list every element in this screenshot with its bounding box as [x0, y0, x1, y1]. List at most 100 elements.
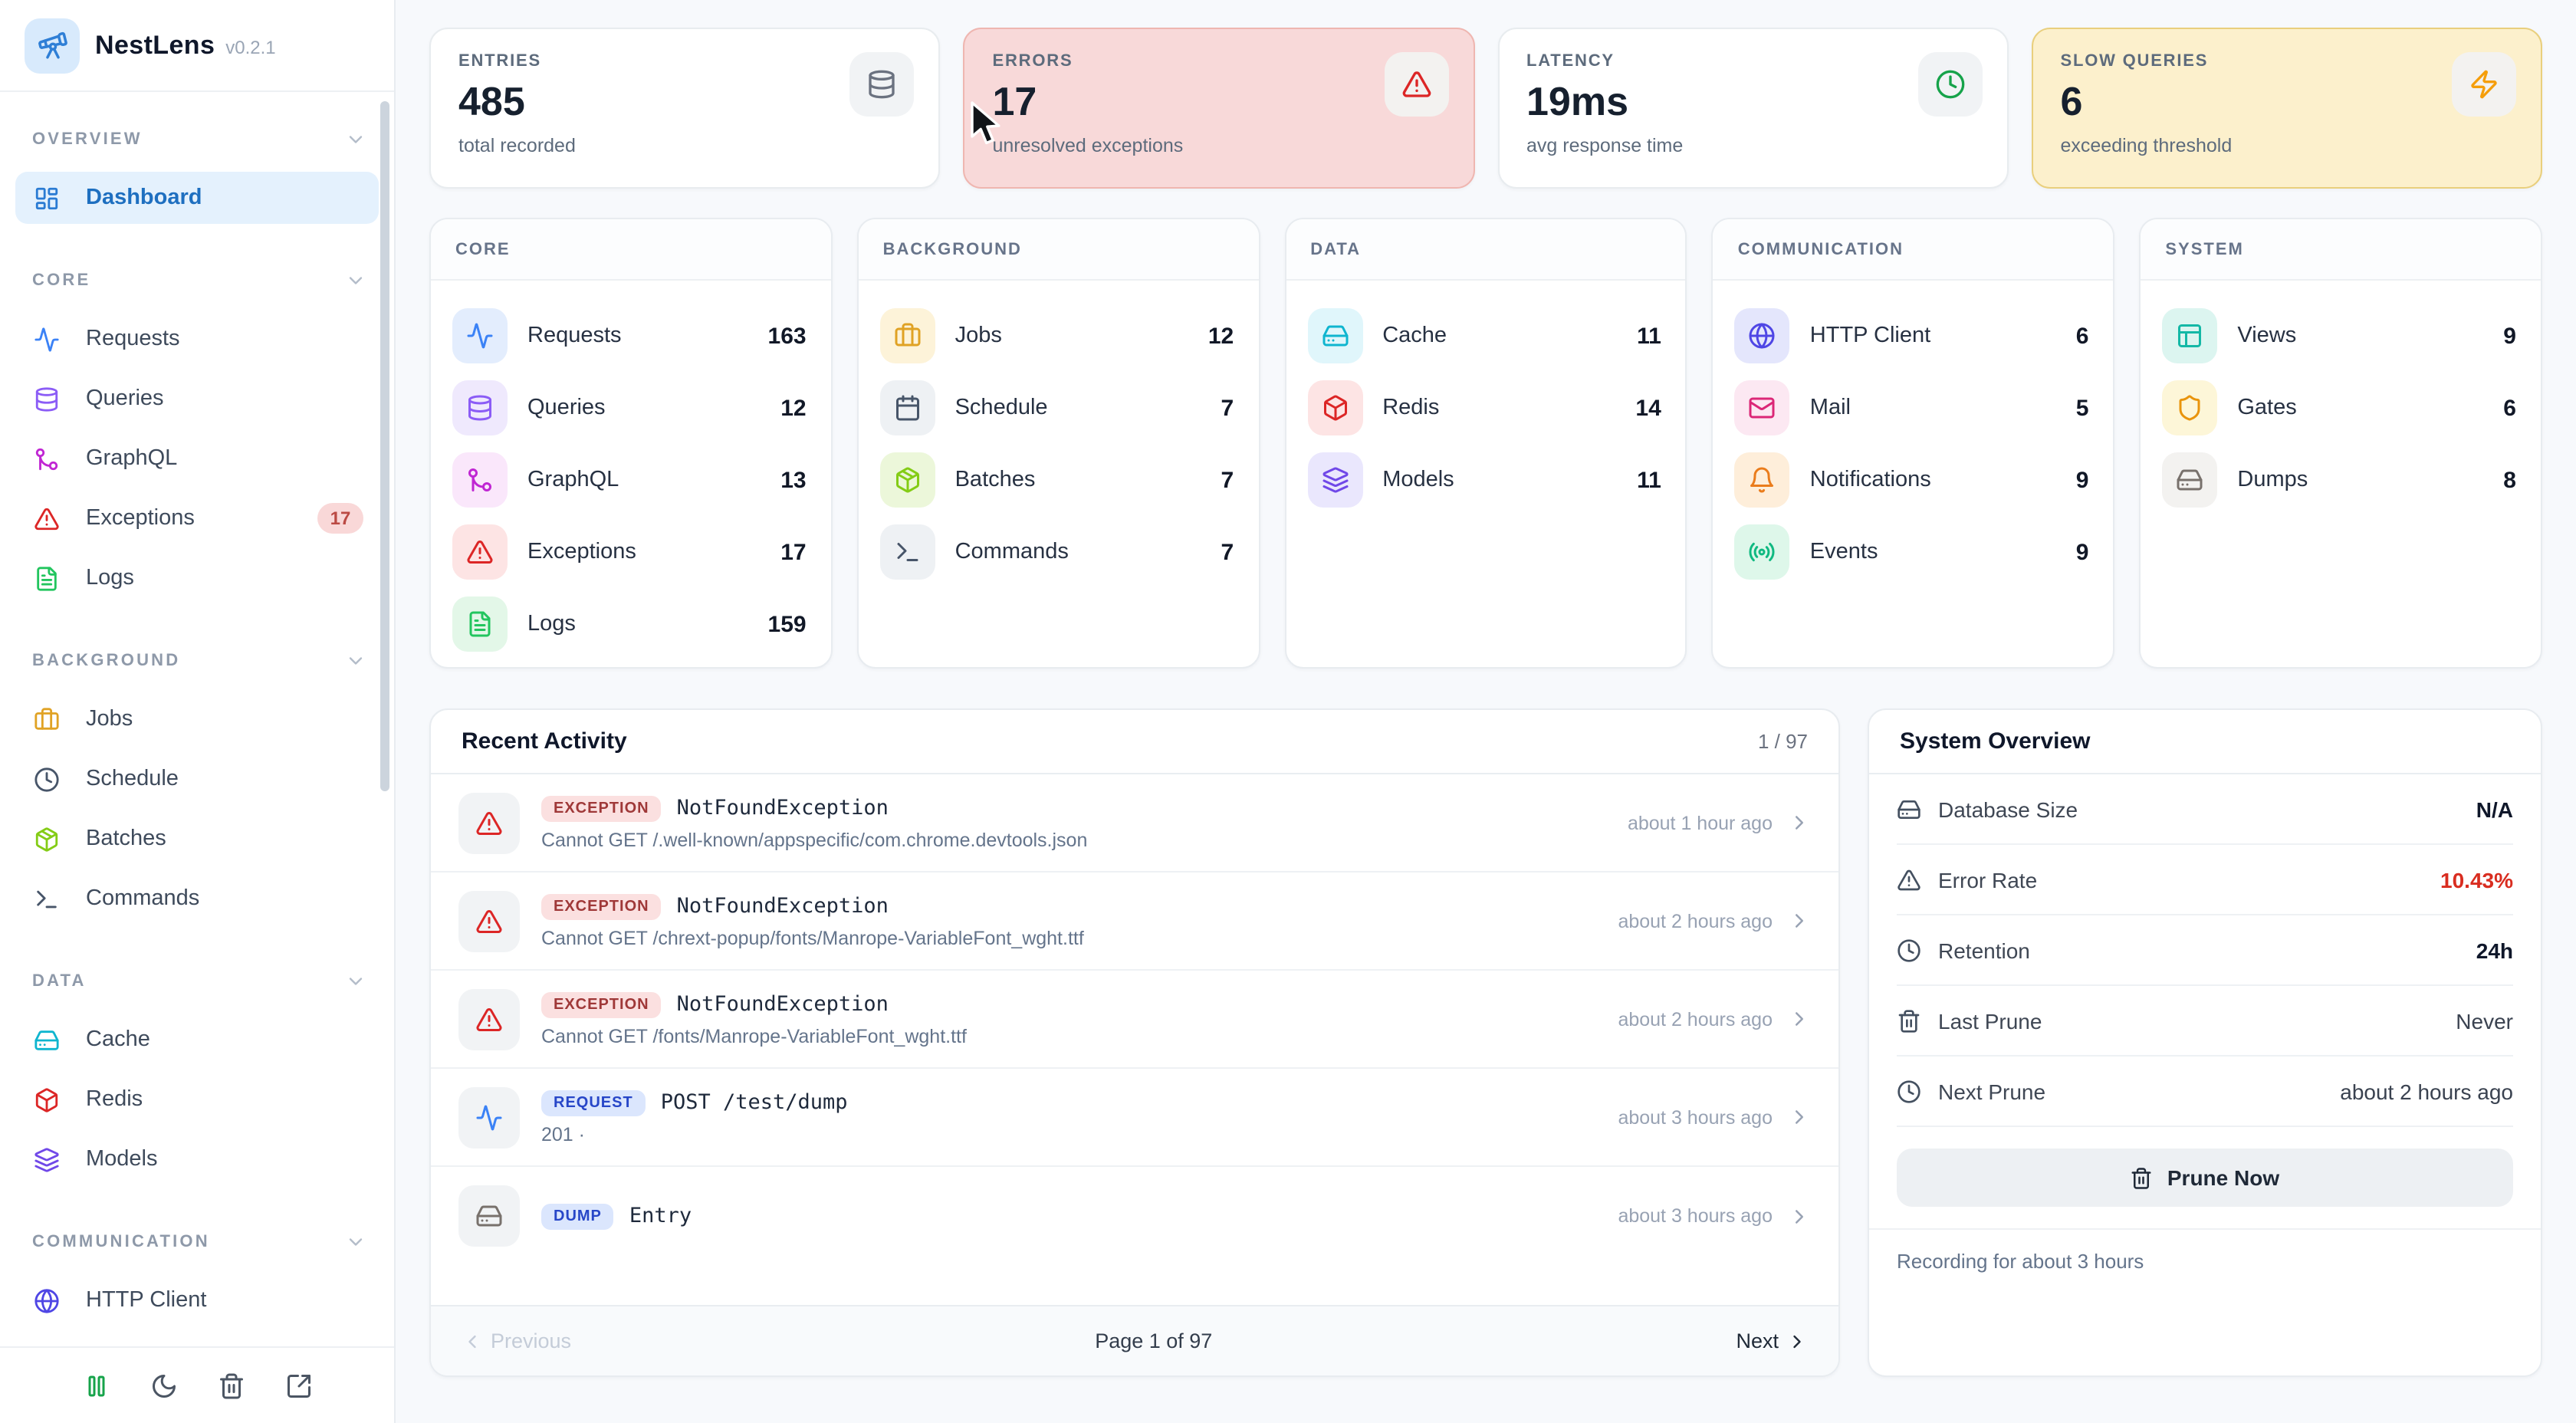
category-item-schedule[interactable]: Schedule 7 — [879, 377, 1237, 439]
sidebar-item-http-client[interactable]: HTTP Client — [15, 1274, 379, 1326]
overview-row-database-size: Database Size N/A — [1897, 774, 2513, 845]
category-item-batches[interactable]: Batches 7 — [879, 449, 1237, 511]
chevron-down-icon — [345, 270, 366, 291]
globe-icon — [1734, 308, 1790, 363]
sidebar-item-graphql[interactable]: GraphQL — [15, 432, 379, 485]
database-icon — [32, 386, 60, 412]
briefcase-icon — [879, 308, 935, 363]
chevron-down-icon — [345, 1231, 366, 1253]
activity-row-dump[interactable]: DUMP Entry about 3 hours ago — [431, 1167, 1838, 1265]
sidebar-item-batches[interactable]: Batches — [15, 813, 379, 865]
trash-icon — [1897, 1008, 1921, 1033]
sidebar-item-redis[interactable]: Redis — [15, 1073, 379, 1126]
last-prune-value: Never — [2456, 1008, 2513, 1033]
moon-icon[interactable] — [150, 1372, 177, 1399]
sidebar-item-jobs[interactable]: Jobs — [15, 693, 379, 745]
category-item-cache[interactable]: Cache 11 — [1307, 305, 1664, 366]
activity-row-request[interactable]: REQUEST POST /test/dump 201 · about 3 ho… — [431, 1069, 1838, 1167]
category-item-events[interactable]: Events 9 — [1734, 521, 2092, 583]
graph-icon — [32, 445, 60, 472]
entry-type-badge: DUMP — [541, 1203, 614, 1229]
entry-title: NotFoundException — [676, 894, 889, 919]
box-icon — [32, 1086, 60, 1112]
trash-icon[interactable] — [217, 1372, 245, 1399]
category-item-jobs[interactable]: Jobs 12 — [879, 305, 1237, 366]
activity-row-exception-3[interactable]: EXCEPTION NotFoundException Cannot GET /… — [431, 971, 1838, 1069]
globe-icon — [32, 1287, 60, 1313]
category-item-queries[interactable]: Queries 12 — [452, 377, 810, 439]
prune-now-button[interactable]: Prune Now — [1897, 1149, 2513, 1207]
sidebar-scrollbar[interactable] — [380, 101, 389, 791]
category-title: BACKGROUND — [882, 240, 1022, 258]
stat-card-entries[interactable]: ENTRIES 485 total recorded — [429, 28, 941, 189]
alert-triangle-icon — [32, 505, 60, 531]
database-icon — [849, 52, 915, 117]
entry-type-badge: EXCEPTION — [541, 991, 662, 1017]
package-icon — [32, 826, 60, 852]
next-page-button[interactable]: Next — [1736, 1329, 1808, 1352]
category-item-redis[interactable]: Redis 14 — [1307, 377, 1664, 439]
hard-drive-icon — [1307, 308, 1363, 363]
telescope-logo-icon — [25, 18, 80, 73]
category-item-notifications[interactable]: Notifications 9 — [1734, 449, 2092, 511]
sidebar-item-logs[interactable]: Logs — [15, 552, 379, 604]
category-item-views[interactable]: Views 9 — [2162, 305, 2519, 366]
sidebar-item-schedule[interactable]: Schedule — [15, 753, 379, 805]
chevron-left-icon — [462, 1330, 483, 1352]
stat-card-errors[interactable]: ERRORS 17 unresolved exceptions — [963, 28, 1474, 189]
nav-heading-communication[interactable]: COMMUNICATION — [15, 1222, 379, 1262]
stats-row: ENTRIES 485 total recorded ERRORS 17 unr… — [429, 28, 2542, 189]
category-item-mail[interactable]: Mail 5 — [1734, 377, 2092, 439]
stat-card-slow-queries[interactable]: SLOW QUERIES 6 exceeding threshold — [2031, 28, 2542, 189]
category-item-dumps[interactable]: Dumps 8 — [2162, 449, 2519, 511]
file-text-icon — [32, 565, 60, 591]
nav-heading-core[interactable]: CORE — [15, 261, 379, 301]
external-link-icon[interactable] — [284, 1372, 312, 1399]
previous-page-button[interactable]: Previous — [462, 1329, 571, 1352]
overview-row-last-prune: Last Prune Never — [1897, 986, 2513, 1057]
activity-row-exception-1[interactable]: EXCEPTION NotFoundException Cannot GET /… — [431, 774, 1838, 873]
clock-icon — [32, 766, 60, 792]
category-item-gates[interactable]: Gates 6 — [2162, 377, 2519, 439]
sidebar-item-models[interactable]: Models — [15, 1133, 379, 1185]
sidebar-item-queries[interactable]: Queries — [15, 373, 379, 425]
category-item-http-client[interactable]: HTTP Client 6 — [1734, 305, 2092, 366]
recent-activity-panel: Recent Activity 1 / 97 EXCEPTION NotFoun… — [429, 708, 1840, 1377]
nav-heading-data[interactable]: DATA — [15, 961, 379, 1001]
entry-title: NotFoundException — [676, 796, 889, 820]
alert-triangle-icon — [458, 792, 520, 853]
category-item-logs[interactable]: Logs 159 — [452, 593, 810, 655]
sidebar: NestLens v0.2.1 OVERVIEW Dashboard CORE — [0, 0, 396, 1423]
sidebar-item-cache[interactable]: Cache — [15, 1014, 379, 1066]
layers-icon — [32, 1146, 60, 1172]
pause-recording-icon[interactable] — [82, 1372, 110, 1399]
sidebar-item-requests[interactable]: Requests — [15, 313, 379, 365]
layers-icon — [1307, 452, 1363, 508]
sidebar-item-commands[interactable]: Commands — [15, 873, 379, 925]
activity-row-exception-2[interactable]: EXCEPTION NotFoundException Cannot GET /… — [431, 873, 1838, 971]
pagination: Previous Page 1 of 97 Next — [431, 1305, 1838, 1375]
mail-icon — [1734, 380, 1790, 435]
entry-subtitle: Cannot GET /.well-known/appspecific/com.… — [541, 829, 1088, 850]
category-item-requests[interactable]: Requests 163 — [452, 305, 810, 366]
sidebar-item-exceptions[interactable]: Exceptions 17 — [15, 492, 379, 544]
app-title: NestLens — [95, 30, 215, 59]
dashboard-icon — [32, 185, 60, 211]
category-title: DATA — [1310, 240, 1362, 258]
nav-heading-background[interactable]: BACKGROUND — [15, 641, 379, 681]
category-title: SYSTEM — [2165, 240, 2244, 258]
category-item-graphql[interactable]: GraphQL 13 — [452, 449, 810, 511]
entry-subtitle: 201 · — [541, 1123, 585, 1145]
category-item-exceptions[interactable]: Exceptions 17 — [452, 521, 810, 583]
nav-heading-overview[interactable]: OVERVIEW — [15, 120, 379, 159]
overview-row-next-prune: Next Prune about 2 hours ago — [1897, 1057, 2513, 1127]
hard-drive-icon — [2162, 452, 2218, 508]
error-rate-value: 10.43% — [2440, 867, 2513, 892]
entry-time: about 3 hours ago — [1618, 1106, 1773, 1128]
category-item-commands[interactable]: Commands 7 — [879, 521, 1237, 583]
entry-type-badge: EXCEPTION — [541, 795, 662, 821]
sidebar-item-dashboard[interactable]: Dashboard — [15, 172, 379, 224]
category-item-models[interactable]: Models 11 — [1307, 449, 1664, 511]
stat-card-latency[interactable]: LATENCY 19ms avg response time — [1497, 28, 2009, 189]
